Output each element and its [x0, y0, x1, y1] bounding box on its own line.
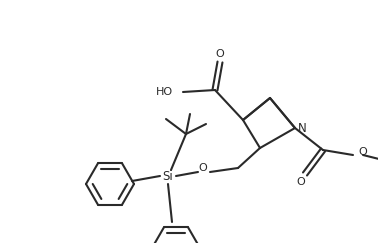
Text: O: O [215, 49, 225, 59]
Text: N: N [297, 122, 307, 134]
Text: O: O [358, 147, 367, 157]
Text: HO: HO [156, 87, 173, 97]
Text: Si: Si [163, 170, 174, 182]
Text: O: O [198, 163, 208, 173]
Text: O: O [297, 177, 305, 187]
